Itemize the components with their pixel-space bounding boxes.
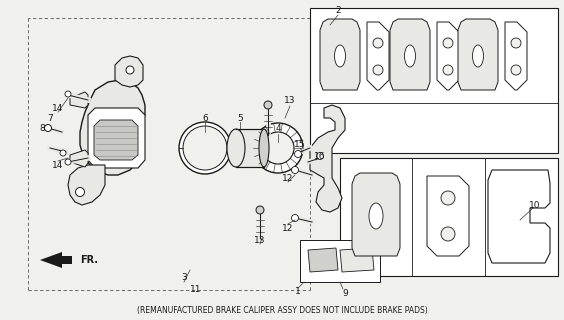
Ellipse shape <box>443 65 453 75</box>
Polygon shape <box>80 80 145 175</box>
Ellipse shape <box>256 206 264 214</box>
Ellipse shape <box>45 124 51 132</box>
Ellipse shape <box>369 203 383 229</box>
Text: FR.: FR. <box>80 255 98 265</box>
Polygon shape <box>88 108 145 168</box>
Ellipse shape <box>294 150 302 157</box>
Bar <box>300 240 380 282</box>
Polygon shape <box>70 150 88 167</box>
Ellipse shape <box>404 45 416 67</box>
Ellipse shape <box>292 214 298 221</box>
Text: 3: 3 <box>181 274 187 283</box>
Polygon shape <box>308 248 338 272</box>
Polygon shape <box>437 22 459 90</box>
Text: 5: 5 <box>237 114 243 123</box>
Text: 13: 13 <box>254 236 266 244</box>
Ellipse shape <box>316 153 324 159</box>
Ellipse shape <box>60 150 66 156</box>
Ellipse shape <box>473 45 483 67</box>
Ellipse shape <box>264 101 272 109</box>
Polygon shape <box>488 170 550 263</box>
Text: 15: 15 <box>294 140 306 148</box>
Polygon shape <box>505 22 527 90</box>
Polygon shape <box>458 19 498 90</box>
Ellipse shape <box>441 227 455 241</box>
Ellipse shape <box>441 191 455 205</box>
Polygon shape <box>427 176 469 256</box>
Text: 6: 6 <box>202 114 208 123</box>
Ellipse shape <box>373 65 383 75</box>
Polygon shape <box>367 22 389 90</box>
Bar <box>340 158 558 276</box>
Ellipse shape <box>65 159 71 165</box>
Text: 8: 8 <box>39 124 45 132</box>
Ellipse shape <box>179 122 231 174</box>
Polygon shape <box>390 19 430 90</box>
Text: 2: 2 <box>335 5 341 14</box>
Polygon shape <box>320 19 360 90</box>
Text: 10: 10 <box>529 201 541 210</box>
Polygon shape <box>115 56 143 87</box>
Ellipse shape <box>76 188 85 196</box>
Text: 12: 12 <box>283 173 294 182</box>
Polygon shape <box>340 248 374 272</box>
Bar <box>310 8 558 153</box>
Text: 14: 14 <box>52 161 64 170</box>
Text: 7: 7 <box>47 114 53 123</box>
Text: 16: 16 <box>314 151 326 161</box>
Bar <box>236 129 264 167</box>
Ellipse shape <box>292 166 298 173</box>
Polygon shape <box>352 173 400 256</box>
Text: 11: 11 <box>190 285 202 294</box>
Polygon shape <box>68 165 105 205</box>
Polygon shape <box>94 120 138 160</box>
Ellipse shape <box>262 132 294 164</box>
Text: 4: 4 <box>275 124 281 132</box>
Ellipse shape <box>373 38 383 48</box>
Text: 13: 13 <box>284 95 296 105</box>
Ellipse shape <box>443 38 453 48</box>
Polygon shape <box>310 105 345 212</box>
Bar <box>60 256 72 264</box>
Ellipse shape <box>334 45 346 67</box>
Text: 12: 12 <box>283 223 294 233</box>
Ellipse shape <box>253 123 303 173</box>
Text: 1: 1 <box>295 287 301 297</box>
Text: (REMANUFACTURED BRAKE CALIPER ASSY DOES NOT INCLUDE BRAKE PADS): (REMANUFACTURED BRAKE CALIPER ASSY DOES … <box>136 306 428 315</box>
Ellipse shape <box>227 129 245 167</box>
Ellipse shape <box>259 129 269 167</box>
Ellipse shape <box>511 38 521 48</box>
Ellipse shape <box>511 65 521 75</box>
Ellipse shape <box>65 91 71 97</box>
Text: 9: 9 <box>342 289 348 298</box>
Polygon shape <box>40 252 62 268</box>
Ellipse shape <box>126 66 134 74</box>
Ellipse shape <box>183 126 227 170</box>
Text: 14: 14 <box>52 103 64 113</box>
Polygon shape <box>70 92 88 108</box>
